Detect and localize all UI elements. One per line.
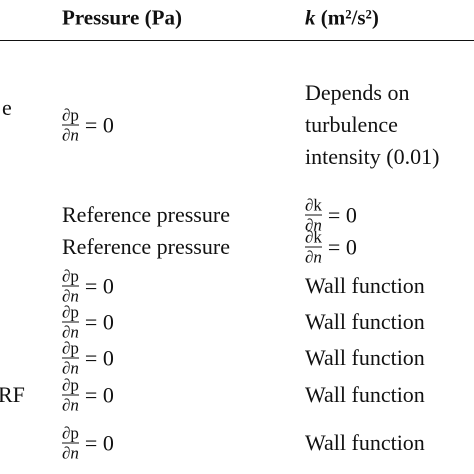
k-cell: Wall function [305, 345, 425, 370]
fraction: ∂p ∂n [62, 304, 79, 341]
fraction: ∂p ∂n [62, 268, 79, 305]
fraction-bar [62, 394, 79, 396]
numerator: ∂p [62, 423, 79, 443]
fraction: ∂k ∂n [305, 229, 322, 266]
equals-rhs: = 0 [84, 430, 114, 455]
equals-rhs: = 0 [84, 345, 114, 370]
k-cell-line: Depends on [305, 80, 410, 105]
pressure-cell: Reference pressure [62, 202, 230, 227]
fraction-bar [62, 321, 79, 323]
pressure-cell-equation: ∂p ∂n = 0 [62, 107, 114, 144]
equals-rhs: = 0 [84, 112, 114, 137]
fraction: ∂k ∂n [305, 197, 322, 234]
numerator: ∂k [305, 195, 322, 215]
numerator: ∂p [62, 302, 79, 322]
denominator: ∂n [62, 125, 79, 145]
pressure-cell-equation: ∂p ∂n = 0 [62, 377, 114, 414]
k-unit: (m²/s²) [320, 5, 379, 30]
denominator: ∂n [62, 358, 79, 378]
denominator: ∂n [62, 322, 79, 342]
k-cell: Wall function [305, 273, 425, 298]
pressure-cell-equation: ∂p ∂n = 0 [62, 425, 114, 462]
denominator: ∂n [62, 395, 79, 415]
fraction: ∂p ∂n [62, 107, 79, 144]
numerator: ∂p [62, 266, 79, 286]
header-k: k (m²/s²) [305, 5, 379, 30]
equals-rhs: = 0 [327, 202, 357, 227]
row-label: e [2, 95, 12, 120]
fraction: ∂p ∂n [62, 425, 79, 462]
k-cell: Wall function [305, 382, 425, 407]
fraction-bar [305, 214, 322, 216]
fraction-bar [62, 124, 79, 126]
k-cell-equation: ∂k ∂n = 0 [305, 197, 357, 234]
numerator: ∂k [305, 227, 322, 247]
fraction: ∂p ∂n [62, 377, 79, 414]
numerator: ∂p [62, 375, 79, 395]
fraction-bar [305, 246, 322, 248]
pressure-cell-equation: ∂p ∂n = 0 [62, 268, 114, 305]
k-cell: Wall function [305, 309, 425, 334]
pressure-cell-equation: ∂p ∂n = 0 [62, 304, 114, 341]
header-rule [0, 40, 474, 41]
equals-rhs: = 0 [84, 309, 114, 334]
k-cell: Wall function [305, 430, 425, 455]
fraction: ∂p ∂n [62, 340, 79, 377]
denominator: ∂n [62, 286, 79, 306]
numerator: ∂p [62, 338, 79, 358]
header-pressure: Pressure (Pa) [62, 5, 182, 30]
k-cell-line: intensity (0.01) [305, 144, 440, 169]
k-cell-equation: ∂k ∂n = 0 [305, 229, 357, 266]
fraction-bar [62, 442, 79, 444]
row-label: RF [0, 382, 25, 407]
k-symbol: k [305, 5, 316, 30]
equals-rhs: = 0 [84, 273, 114, 298]
numerator: ∂p [62, 105, 79, 125]
denominator: ∂n [305, 215, 322, 235]
k-cell-line: turbulence [305, 112, 398, 137]
fraction-bar [62, 285, 79, 287]
pressure-cell: Reference pressure [62, 234, 230, 259]
pressure-cell-equation: ∂p ∂n = 0 [62, 340, 114, 377]
equals-rhs: = 0 [327, 234, 357, 259]
denominator: ∂n [62, 443, 79, 463]
fraction-bar [62, 357, 79, 359]
equals-rhs: = 0 [84, 382, 114, 407]
denominator: ∂n [305, 247, 322, 267]
